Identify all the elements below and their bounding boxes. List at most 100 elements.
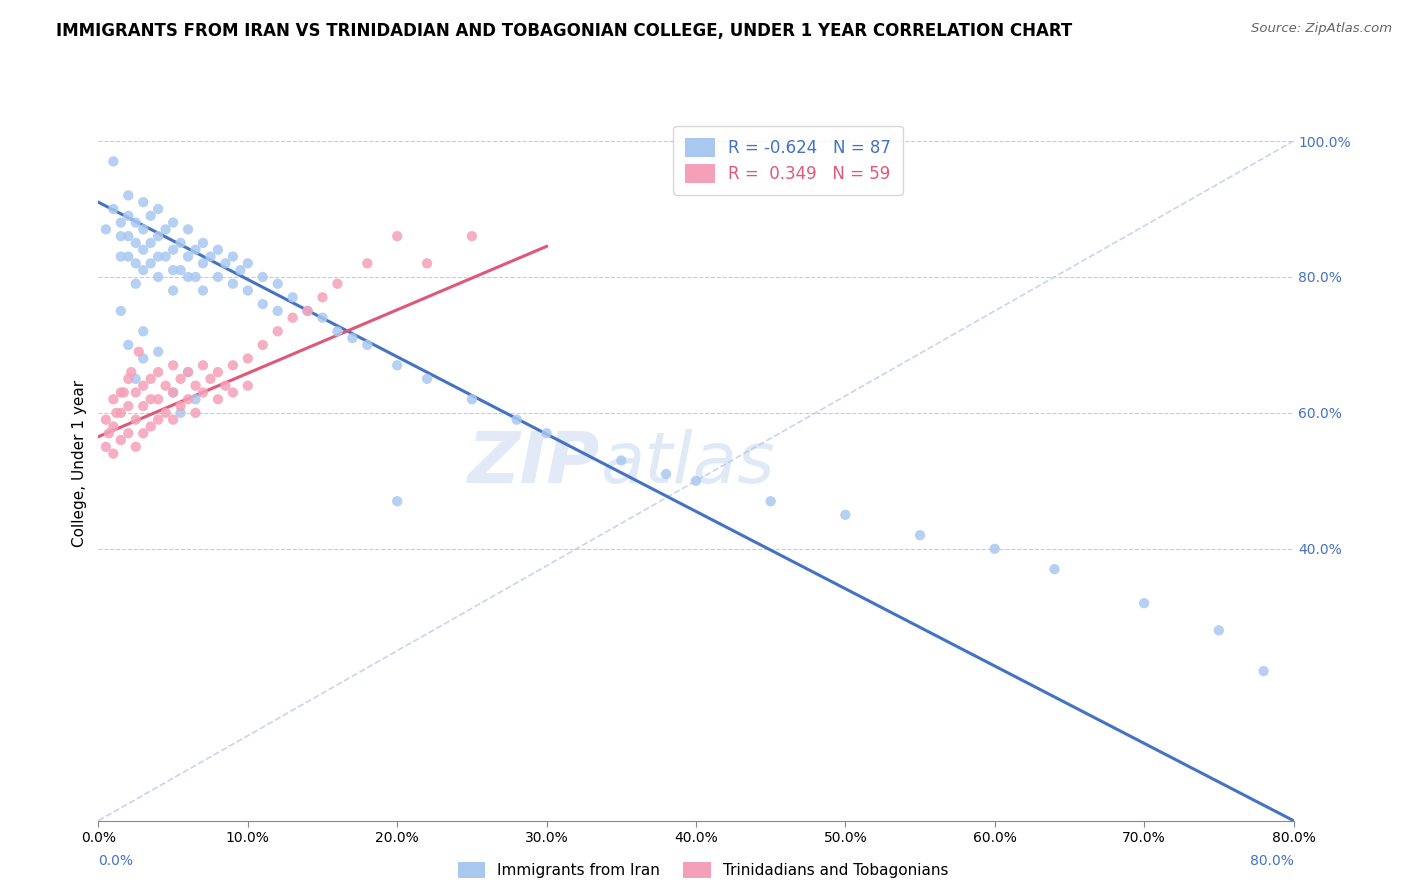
Point	[326, 277, 349, 291]
Point	[177, 365, 200, 379]
Point	[191, 284, 214, 298]
Text: Source: ZipAtlas.com: Source: ZipAtlas.com	[1251, 22, 1392, 36]
Point	[222, 250, 245, 264]
Point	[117, 209, 139, 223]
Point	[177, 365, 200, 379]
Point	[139, 209, 162, 223]
Legend: R = -0.624   N = 87, R =  0.349   N = 59: R = -0.624 N = 87, R = 0.349 N = 59	[673, 126, 903, 194]
Point	[506, 412, 529, 426]
Point	[155, 378, 177, 392]
Point	[191, 385, 214, 400]
Point	[252, 297, 274, 311]
Point	[1133, 596, 1156, 610]
Point	[191, 359, 214, 373]
Point	[385, 494, 409, 508]
Point	[117, 338, 139, 352]
Point	[236, 284, 259, 298]
Point	[125, 372, 148, 386]
Point	[117, 188, 139, 202]
Point	[169, 263, 191, 277]
Point	[342, 331, 364, 345]
Point	[155, 222, 177, 236]
Point	[207, 392, 229, 407]
Point	[297, 304, 319, 318]
Point	[177, 392, 200, 407]
Point	[117, 372, 139, 386]
Point	[236, 256, 259, 270]
Point	[110, 250, 132, 264]
Point	[110, 406, 132, 420]
Point	[125, 412, 148, 426]
Point	[103, 202, 125, 216]
Point	[125, 235, 148, 250]
Point	[655, 467, 678, 481]
Point	[148, 250, 170, 264]
Point	[148, 269, 170, 284]
Point	[132, 195, 155, 210]
Point	[125, 277, 148, 291]
Point	[191, 256, 214, 270]
Point	[207, 243, 229, 257]
Point	[148, 365, 170, 379]
Point	[169, 235, 191, 250]
Point	[155, 250, 177, 264]
Point	[200, 372, 222, 386]
Point	[132, 222, 155, 236]
Point	[148, 344, 170, 359]
Point	[169, 399, 191, 413]
Point	[1043, 562, 1066, 576]
Point	[461, 392, 484, 407]
Point	[229, 263, 252, 277]
Point	[155, 406, 177, 420]
Point	[117, 426, 139, 441]
Point	[177, 222, 200, 236]
Point	[356, 256, 378, 270]
Point	[132, 426, 155, 441]
Point	[311, 310, 333, 325]
Point	[125, 385, 148, 400]
Point	[139, 235, 162, 250]
Point	[162, 216, 184, 230]
Point	[207, 269, 229, 284]
Text: 80.0%: 80.0%	[1250, 854, 1294, 868]
Point	[139, 419, 162, 434]
Point	[385, 229, 409, 244]
Point	[110, 433, 132, 447]
Point	[103, 154, 125, 169]
Point	[94, 412, 117, 426]
Point	[908, 528, 931, 542]
Point	[685, 474, 707, 488]
Point	[162, 243, 184, 257]
Point	[184, 269, 207, 284]
Point	[834, 508, 856, 522]
Point	[139, 256, 162, 270]
Point	[110, 304, 132, 318]
Point	[169, 372, 191, 386]
Point	[416, 372, 439, 386]
Point	[297, 304, 319, 318]
Point	[132, 324, 155, 338]
Point	[184, 406, 207, 420]
Point	[984, 541, 1007, 556]
Text: IMMIGRANTS FROM IRAN VS TRINIDADIAN AND TOBAGONIAN COLLEGE, UNDER 1 YEAR CORRELA: IMMIGRANTS FROM IRAN VS TRINIDADIAN AND …	[56, 22, 1073, 40]
Legend: Immigrants from Iran, Trinidadians and Tobagonians: Immigrants from Iran, Trinidadians and T…	[451, 856, 955, 884]
Point	[117, 250, 139, 264]
Text: ZIP: ZIP	[468, 429, 600, 499]
Point	[184, 243, 207, 257]
Point	[139, 392, 162, 407]
Text: atlas: atlas	[600, 429, 775, 499]
Point	[191, 235, 214, 250]
Point	[356, 338, 378, 352]
Point	[148, 202, 170, 216]
Point	[94, 440, 117, 454]
Point	[117, 229, 139, 244]
Point	[759, 494, 782, 508]
Point	[162, 385, 184, 400]
Point	[132, 351, 155, 366]
Point	[110, 385, 132, 400]
Point	[267, 324, 290, 338]
Point	[1253, 664, 1275, 678]
Point	[222, 277, 245, 291]
Point	[103, 447, 125, 461]
Point	[461, 229, 484, 244]
